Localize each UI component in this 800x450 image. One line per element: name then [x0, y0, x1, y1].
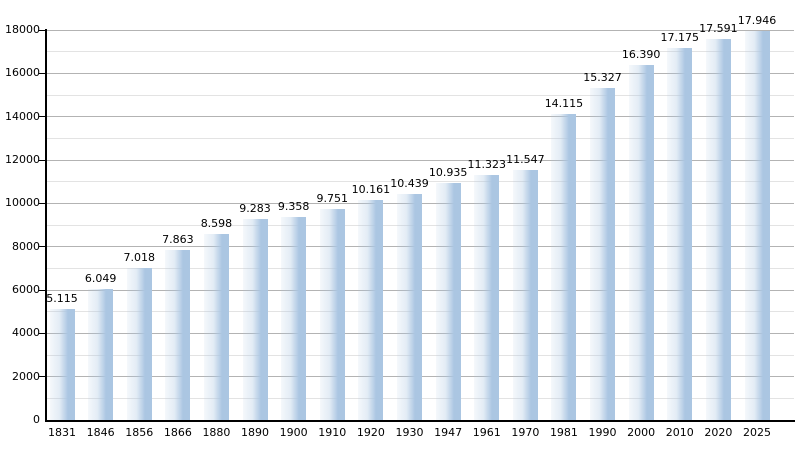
x-axis-label: 1970 — [511, 426, 540, 439]
bar — [667, 47, 693, 420]
y-axis-tick — [39, 246, 46, 248]
bar-value-label: 11.323 — [467, 157, 506, 171]
y-axis-tick — [39, 332, 46, 334]
minor-gridline — [46, 137, 794, 139]
x-axis-label: 1981 — [549, 426, 578, 439]
bar-value-label: 14.115 — [544, 97, 584, 111]
minor-gridline — [46, 51, 794, 53]
major-gridline — [46, 72, 794, 74]
x-axis-label: 1890 — [241, 426, 270, 439]
bar — [744, 31, 770, 420]
bar — [242, 218, 268, 420]
bar — [705, 38, 731, 420]
x-axis-label: 1961 — [472, 426, 501, 439]
y-axis-label: 2000 — [12, 369, 40, 383]
x-axis-label: 1947 — [434, 426, 463, 439]
bar — [165, 249, 191, 420]
bar-value-label: 17.591 — [699, 21, 738, 35]
bar-value-label: 17.946 — [737, 14, 777, 28]
bar-value-label: 8.598 — [200, 216, 233, 230]
minor-gridline — [46, 94, 794, 96]
x-axis-label: 1880 — [202, 426, 231, 439]
y-axis-tick — [39, 72, 46, 74]
bar — [358, 199, 384, 420]
bar-value-label: 10.935 — [428, 166, 468, 180]
bar — [203, 233, 229, 420]
minor-gridline — [46, 181, 794, 183]
y-axis-label: 18000 — [5, 23, 40, 36]
bar-value-label: 10.439 — [390, 176, 429, 190]
bar — [49, 309, 75, 420]
x-axis-label: 1866 — [163, 426, 192, 439]
x-axis-label: 1930 — [395, 426, 424, 439]
bar-value-label: 9.751 — [316, 191, 349, 205]
bar-value-label: 15.327 — [583, 70, 622, 84]
x-axis-label: 1846 — [86, 426, 115, 439]
x-axis-label: 1856 — [125, 426, 154, 439]
y-axis-label: 10000 — [5, 196, 40, 210]
major-gridline — [46, 159, 794, 161]
x-axis-label: 1831 — [48, 426, 76, 439]
bar — [281, 217, 307, 420]
bar-value-label: 9.283 — [239, 201, 271, 215]
bar — [397, 193, 422, 420]
y-axis-label: 6000 — [12, 283, 40, 296]
bar — [551, 114, 577, 420]
x-axis-label: 2000 — [627, 426, 656, 439]
x-axis-label: 2010 — [665, 426, 694, 439]
y-axis-tick — [39, 159, 46, 161]
y-axis-tick — [39, 376, 46, 378]
y-axis-label: 14000 — [5, 109, 40, 123]
y-axis-line — [45, 29, 47, 421]
x-axis-label: 1920 — [356, 426, 385, 439]
bar-value-label: 7.018 — [123, 250, 155, 264]
bar-value-label: 9.358 — [277, 200, 310, 214]
bar — [88, 288, 114, 420]
bar — [512, 169, 538, 420]
y-axis-label: 12000 — [5, 153, 40, 166]
x-axis-label: 1990 — [588, 426, 617, 439]
y-axis-label: 0 — [33, 413, 40, 426]
y-axis-label: 4000 — [12, 326, 40, 340]
bar-value-label: 6.049 — [84, 271, 117, 285]
bar-value-label: 5.115 — [46, 292, 78, 306]
y-axis-tick — [39, 202, 46, 204]
x-axis-label: 1900 — [279, 426, 308, 439]
bar — [590, 87, 616, 420]
bar-value-label: 11.547 — [506, 152, 545, 166]
bar-value-label: 7.863 — [162, 232, 194, 246]
bar — [628, 64, 654, 420]
bar-value-label: 17.175 — [660, 30, 700, 44]
y-axis-label: 16000 — [5, 66, 40, 80]
bar-value-label: 16.390 — [621, 47, 661, 61]
bar — [474, 174, 500, 420]
y-axis-tick — [39, 289, 46, 291]
y-axis-tick — [39, 29, 46, 31]
bar — [126, 267, 152, 420]
x-axis-label: 2025 — [743, 426, 771, 439]
x-axis-label: 2020 — [704, 426, 733, 439]
y-axis-label: 8000 — [12, 239, 40, 253]
major-gridline — [46, 29, 794, 31]
major-gridline — [46, 116, 794, 118]
bar — [319, 208, 345, 420]
y-axis-tick — [39, 116, 46, 118]
bar — [435, 183, 461, 420]
x-axis-line — [45, 420, 795, 422]
x-axis-label: 1910 — [318, 426, 347, 439]
bar-value-label: 10.161 — [351, 182, 391, 196]
